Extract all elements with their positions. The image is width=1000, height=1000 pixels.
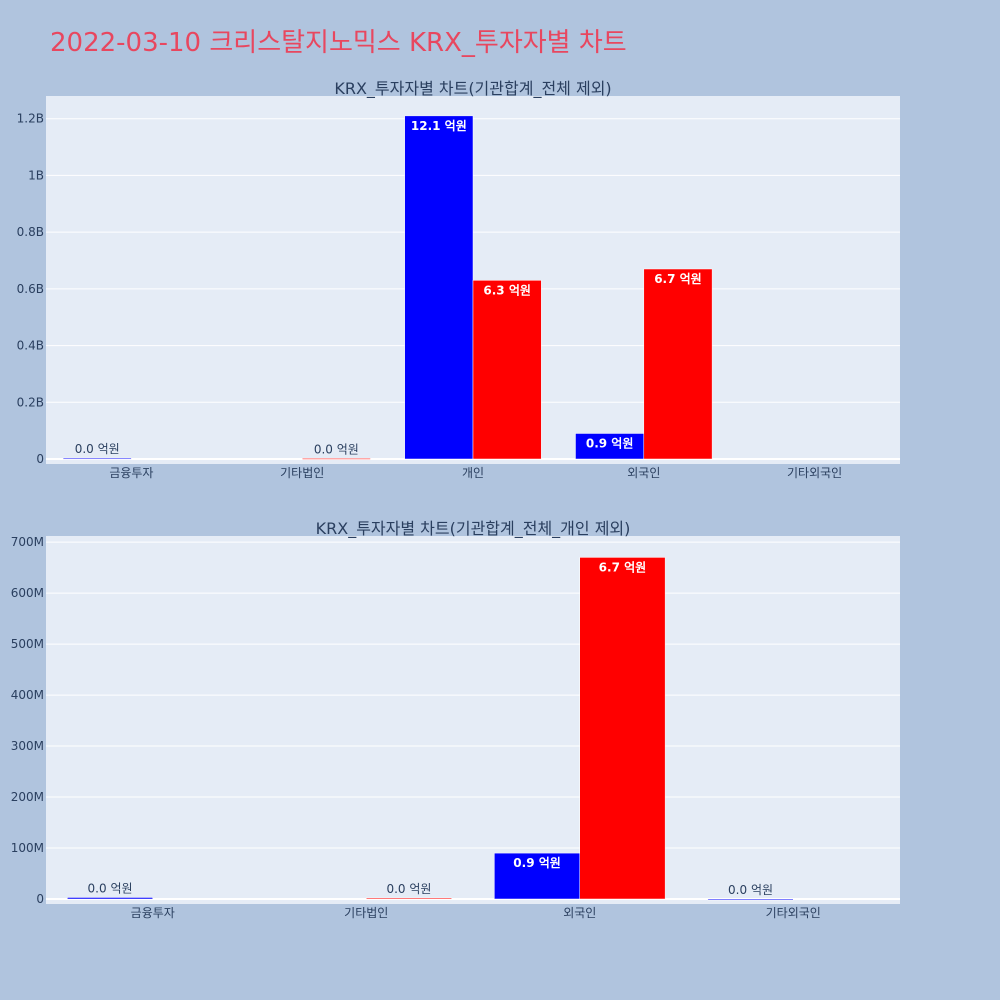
data-label: 0.0 억원: [386, 882, 431, 896]
y-tick-label: 0.6B: [17, 282, 44, 296]
y-tick-label: 1B: [28, 168, 44, 182]
y-tick-label: 400M: [11, 688, 44, 702]
x-tick-label: 기타외국인: [787, 466, 842, 480]
bar: [62, 457, 132, 460]
bar: [579, 557, 666, 900]
data-label: 6.7 억원: [654, 272, 702, 286]
bar: [643, 268, 713, 460]
bar: [366, 897, 452, 900]
y-tick-label: 700M: [11, 535, 44, 549]
chart-title: KRX_투자자별 차트(기관합계_전체_개인 제외): [316, 519, 631, 539]
data-label: 0.0 억원: [75, 442, 120, 456]
y-tick-label: 200M: [11, 790, 44, 804]
y-tick-label: 100M: [11, 841, 44, 855]
bar: [404, 115, 474, 460]
page-title: 2022-03-10 크리스탈지노믹스 KRX_투자자별 차트: [50, 28, 627, 58]
y-tick-label: 600M: [11, 586, 44, 600]
data-label: 12.1 억원: [411, 119, 467, 133]
chart-panel-2: 0 100M 200M 300M 400M 500M 600M 700M KRX_투자자별 차트…: [11, 519, 900, 920]
y-tick-label: 0: [36, 892, 44, 906]
x-tick-label: 기타법인: [344, 906, 388, 920]
y-tick-label: 300M: [11, 739, 44, 753]
x-tick-label: 기타법인: [280, 466, 324, 480]
data-label: 0.0 억원: [728, 883, 773, 897]
x-tick-label: 외국인: [563, 906, 596, 920]
x-tick-label: 기타외국인: [766, 906, 821, 920]
data-label: 6.3 억원: [483, 283, 531, 297]
x-tick-label: 외국인: [627, 466, 660, 480]
y-tick-label: 0.2B: [17, 395, 44, 409]
x-tick-label: 개인: [462, 466, 484, 480]
chart-panel-1: 0 0.2B 0.4B 0.6B 0.8B 1B 1.2B KRX_투자자별 차트(기관합계_…: [17, 79, 900, 480]
data-label: 0.0 억원: [88, 881, 133, 895]
bar: [707, 898, 794, 901]
data-label: 0.9 억원: [513, 856, 561, 870]
plot-area: [46, 536, 900, 904]
y-tick-label: 0: [36, 452, 44, 466]
data-label: 6.7 억원: [599, 560, 647, 574]
chart-title: KRX_투자자별 차트(기관합계_전체 제외): [334, 79, 611, 99]
y-tick-label: 0.4B: [17, 339, 44, 353]
bar: [472, 280, 542, 460]
data-label: 0.9 억원: [586, 436, 634, 450]
bar: [301, 458, 371, 460]
data-label: 0.0 억원: [314, 442, 359, 456]
y-tick-label: 1.2B: [17, 112, 44, 126]
y-tick-label: 500M: [11, 637, 44, 651]
bar: [575, 433, 645, 460]
bar: [67, 897, 153, 900]
x-tick-label: 금융투자: [109, 466, 153, 480]
y-tick-label: 0.8B: [17, 225, 44, 239]
x-tick-label: 금융투자: [131, 906, 175, 920]
